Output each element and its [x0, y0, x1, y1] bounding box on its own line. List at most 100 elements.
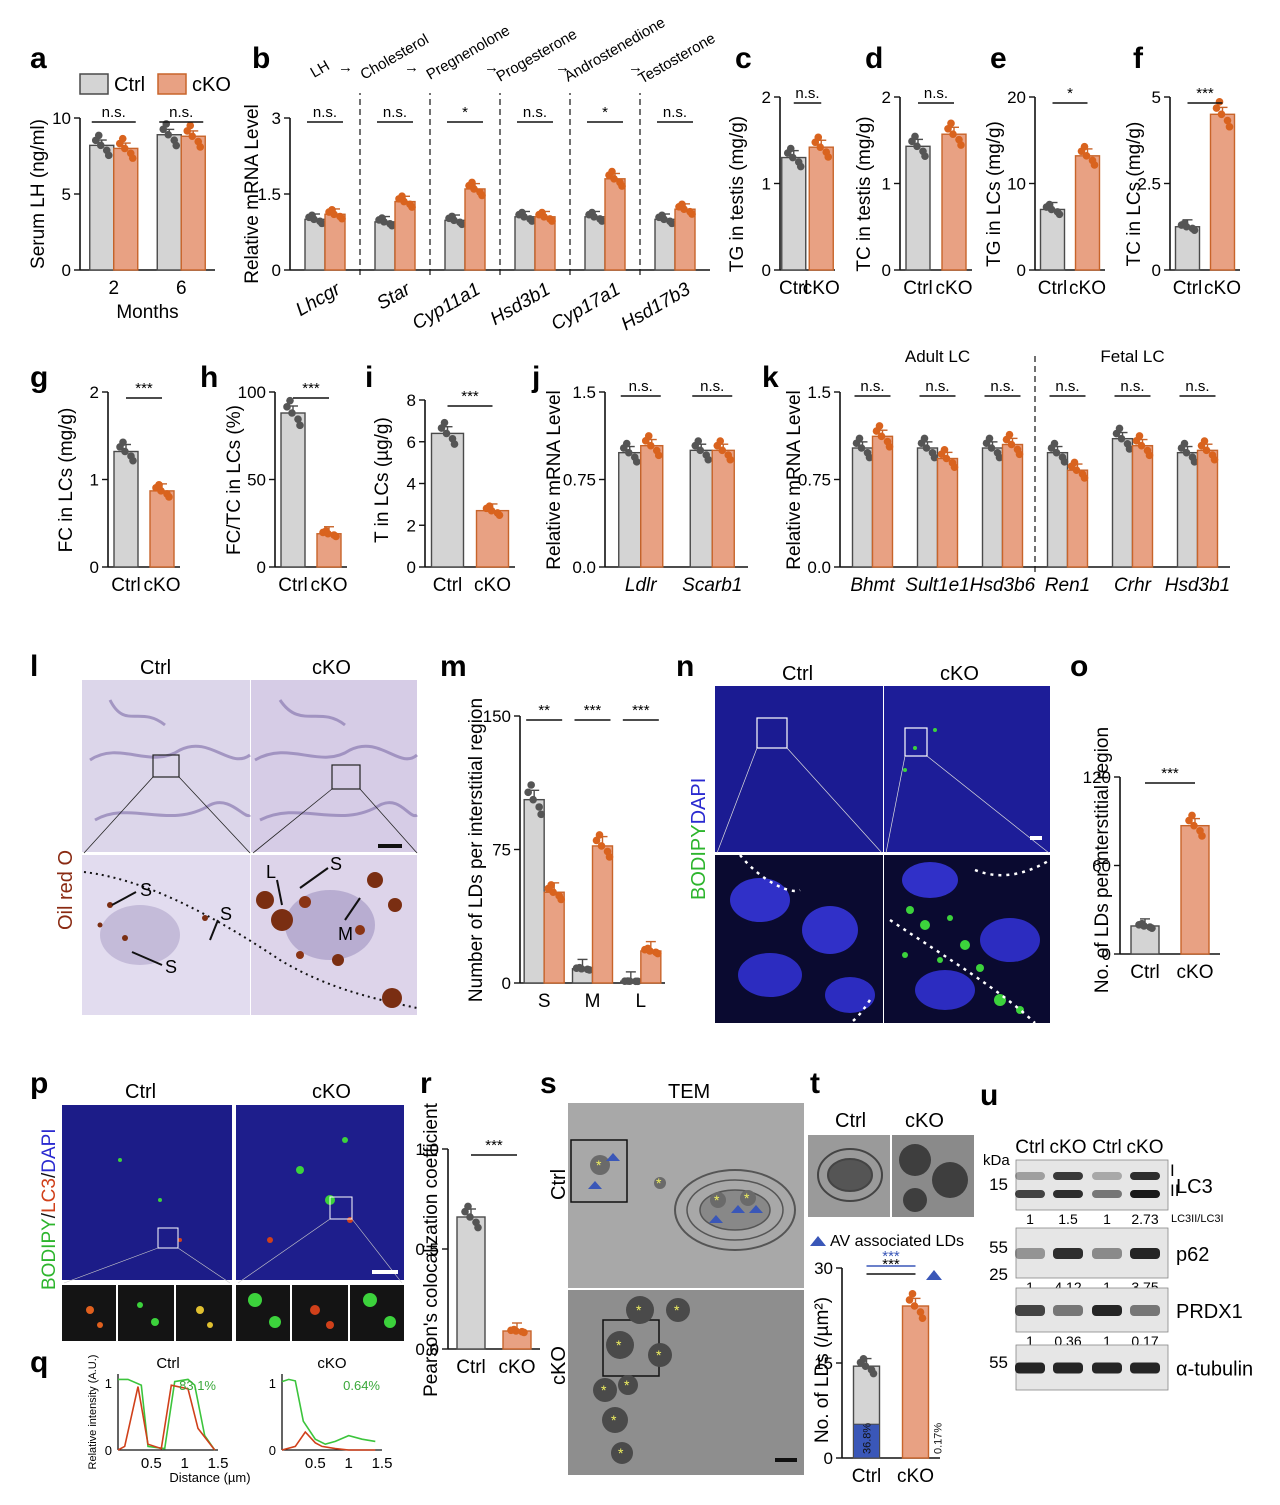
data-point: [704, 455, 713, 464]
category-label: Ctrl: [903, 278, 933, 299]
significance-label: n.s.: [523, 104, 547, 121]
data-point: [464, 1202, 472, 1211]
y-tick-label: 0: [1152, 261, 1161, 280]
s-av-marker: [749, 1205, 763, 1213]
s-av-marker: [709, 1215, 723, 1223]
svg-text:*: *: [714, 1192, 720, 1208]
panel-label-b: b: [252, 42, 270, 75]
p-stain-sep: /: [39, 1172, 60, 1178]
s-ctrl-image: [568, 1103, 804, 1288]
blot-band: [1092, 1172, 1122, 1180]
category-label: 6: [176, 278, 187, 299]
data-point: [796, 162, 805, 171]
significance-label: *: [602, 104, 608, 121]
category-label: L: [636, 991, 647, 1012]
bar-ctrl: [851, 447, 874, 568]
y-tick-label: 150: [483, 707, 511, 726]
significance-label: ***: [632, 702, 650, 719]
l-label-s: S: [220, 904, 232, 924]
bar-ctrl: [618, 451, 642, 568]
category-label: Ctrl: [1130, 962, 1160, 983]
data-point: [548, 217, 556, 225]
bodipy-micrographs: [715, 686, 1051, 1025]
y-axis-label: FC/TC in LCs (%): [224, 405, 245, 555]
q-plot-1: cKO 0.64% 0.5 1 1.5 0 1: [269, 1355, 393, 1472]
bar-ctrl: [523, 798, 545, 984]
data-point: [157, 487, 165, 495]
lane-label: Ctrl: [1015, 1137, 1045, 1158]
y-tick-label: 1.0: [415, 1140, 439, 1159]
bar-cko: [604, 178, 626, 271]
av-legend-marker: [810, 1236, 826, 1246]
data-point: [172, 141, 181, 150]
data-point: [905, 1296, 914, 1304]
y-tick-label: 1: [762, 175, 771, 194]
data-point: [1223, 116, 1232, 125]
data-point: [605, 853, 614, 861]
y-axis-label: Serum LH (ng/ml): [28, 119, 49, 269]
y-axis-label: No. of LDs (/µm²): [812, 1297, 833, 1443]
data-point: [696, 446, 705, 455]
legend-ctrl-label: Ctrl: [114, 74, 145, 96]
t-lipid-droplet: [932, 1162, 968, 1198]
svg-text:*: *: [656, 1175, 662, 1191]
n-ctrl-inset-box: [756, 717, 788, 749]
y-tick-label: 1: [882, 175, 891, 194]
p-zoom-dot: [86, 1306, 94, 1314]
significance-label: n.s.: [1055, 378, 1079, 395]
y-tick-label: 0.75: [798, 471, 831, 490]
av-marker: [926, 1270, 942, 1280]
panel-label-h: h: [200, 361, 218, 394]
lane-label: cKO: [1050, 1137, 1087, 1158]
bar-cko: [464, 188, 486, 271]
band-quant: 1: [1026, 1333, 1034, 1349]
data-point: [529, 795, 537, 804]
bar-cko: [1066, 469, 1089, 568]
data-point: [950, 463, 959, 471]
y-tick-label: 2: [90, 383, 99, 402]
data-point: [1200, 437, 1209, 445]
svg-text:*: *: [618, 1445, 624, 1461]
l-label-l: L: [266, 862, 276, 882]
blot-band: [1015, 1305, 1045, 1316]
kda-label: kDa: [983, 1152, 1010, 1169]
band-quant: 1: [1103, 1279, 1111, 1295]
y-tick-label: 0.5: [415, 1240, 439, 1259]
chart-h: 0 50 100 FC/TC in LCs (%) Ctrl cKO ***: [224, 380, 347, 596]
p-zoom-dot: [137, 1302, 143, 1308]
data-point: [283, 403, 291, 411]
panel-label-k: k: [762, 361, 779, 394]
data-point: [535, 803, 543, 811]
bar-cko: [149, 490, 175, 568]
data-point: [1225, 122, 1234, 131]
data-point: [129, 456, 137, 465]
data-point: [468, 178, 476, 187]
y-axis-label: TG in testis (mg/g): [727, 116, 748, 272]
pathway-arrow: →: [484, 59, 499, 76]
chart-d: 0 1 2 TC in testis (mg/g) Ctrl cKO n.s.: [854, 85, 972, 299]
data-point: [1145, 451, 1154, 460]
data-point: [165, 493, 173, 501]
bar-cko: [1131, 444, 1154, 568]
y-tick-label: 0: [824, 1449, 833, 1468]
data-point: [450, 216, 458, 225]
band-quant: 1: [1103, 1211, 1111, 1227]
y-tick-label: 0: [882, 261, 891, 280]
bar-ctrl: [280, 412, 306, 568]
chart-b: 0 1.5 3 Relative mRNA Level n.s. Lhcgr n.s. Sta…: [242, 93, 710, 335]
data-point: [598, 217, 606, 225]
data-point: [688, 210, 696, 218]
category-label: Ctrl: [456, 1357, 486, 1378]
y-tick-label: 0: [105, 1443, 112, 1458]
category-label: cKO: [499, 1357, 536, 1378]
y-axis-label: Relative mRNA Level: [544, 390, 565, 570]
category-label: Ctrl: [433, 575, 463, 596]
s-lipid-droplet: [740, 1190, 756, 1206]
category-label: Lhcgr: [292, 279, 344, 321]
oil-red-o-micrographs: S S S L S M: [82, 680, 418, 1015]
data-point: [1007, 440, 1016, 449]
svg-text:*: *: [624, 1377, 630, 1393]
data-point: [861, 1362, 870, 1370]
